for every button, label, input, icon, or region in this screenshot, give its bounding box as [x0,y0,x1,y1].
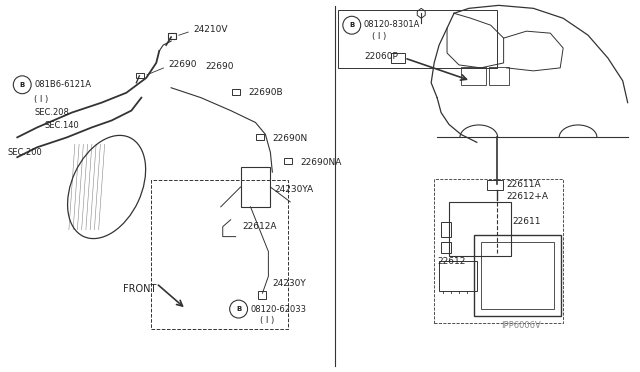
Text: 22612: 22612 [437,257,465,266]
Text: 22060P: 22060P [365,52,399,61]
Text: B: B [236,306,241,312]
Text: IPP6006V: IPP6006V [500,321,540,330]
Text: 24230YA: 24230YA [275,186,314,195]
Bar [257,134,264,140]
Text: 22690: 22690 [168,60,196,70]
Text: 22690B: 22690B [248,88,283,97]
Text: 22612+A: 22612+A [507,192,548,201]
Bar [392,53,405,63]
Text: 22612A: 22612A [243,222,277,231]
Text: 24210V: 24210V [193,25,227,34]
Text: 22690N: 22690N [273,134,308,143]
Text: 22611A: 22611A [507,180,541,189]
Bar [232,89,239,95]
Bar [136,73,145,78]
Bar [487,180,502,190]
Bar [481,241,554,309]
Text: FRONT: FRONT [124,284,157,294]
Text: 22611: 22611 [513,217,541,226]
Text: B: B [20,82,25,88]
Bar [441,222,451,237]
Bar [441,241,451,253]
Bar [474,235,561,316]
Text: SEC.140: SEC.140 [44,121,79,130]
Bar [439,262,477,291]
Bar [461,67,486,85]
Bar [241,167,270,207]
Text: ( I ): ( I ) [34,95,49,104]
Text: 24230Y: 24230Y [273,279,306,288]
Text: 22690NA: 22690NA [300,158,342,167]
Text: ( I ): ( I ) [260,317,275,326]
Text: SEC.208: SEC.208 [34,108,69,117]
Bar [168,33,176,39]
Text: ( I ): ( I ) [372,32,386,41]
Text: B: B [349,22,355,28]
Bar [284,158,292,164]
Text: SEC.200: SEC.200 [7,148,42,157]
Bar [338,10,497,68]
Bar [489,67,509,85]
Bar [259,291,266,299]
Bar [151,180,288,329]
Text: 22690: 22690 [206,62,234,71]
Text: 08120-62033: 08120-62033 [250,305,307,314]
Text: 08120-8301A: 08120-8301A [364,20,420,29]
Text: 081B6-6121A: 081B6-6121A [34,80,91,89]
Bar [434,179,563,323]
Bar [449,202,511,256]
